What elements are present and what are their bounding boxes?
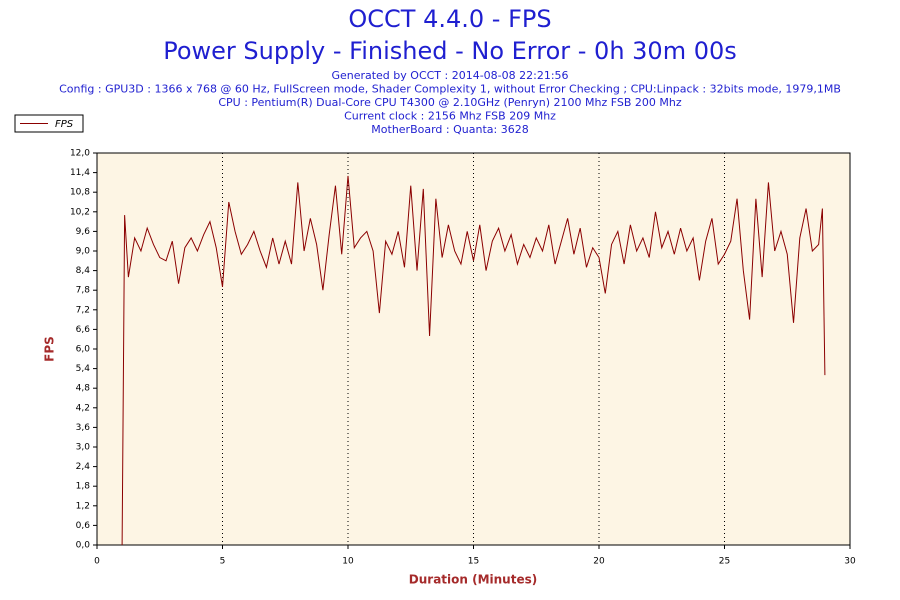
chart-title: OCCT 4.4.0 - FPS	[348, 5, 551, 33]
y-tick-label: 2,4	[76, 462, 91, 472]
y-tick-label: 10,2	[70, 207, 90, 217]
x-tick-label: 30	[844, 557, 856, 567]
y-tick-label: 6,6	[76, 325, 91, 335]
y-tick-label: 9,0	[76, 247, 91, 257]
y-axis-label: FPS	[43, 336, 57, 362]
plot-frame	[96, 152, 851, 546]
plot: 0 5 10 15 20 25 30 0,0 0,6 1,2 1,8 2,4 3,0 3,6 4,2 4,8 5…	[70, 149, 856, 567]
y-tick-label: 6,0	[76, 345, 91, 355]
info-lines: Generated by OCCT : 2014-08-08 22:21:56C…	[59, 69, 841, 136]
x-axis-label: Duration (Minutes)	[409, 573, 537, 587]
y-tick-label: 11,4	[70, 168, 90, 178]
y-tick-label: 4,8	[76, 384, 91, 394]
y-tick-label: 3,0	[76, 443, 91, 453]
y-tick-label: 3,6	[76, 423, 91, 433]
chart-subtitle: Power Supply - Finished - No Error - 0h …	[163, 37, 737, 65]
info-line: Generated by OCCT : 2014-08-08 22:21:56	[331, 69, 568, 82]
x-tick-label: 0	[94, 557, 100, 567]
y-tick-label: 1,2	[76, 501, 90, 511]
y-tick-label: 4,2	[76, 403, 90, 413]
info-line: CPU : Pentium(R) Dual-Core CPU T4300 @ 2…	[218, 96, 682, 109]
info-line: Current clock : 2156 Mhz FSB 209 Mhz	[344, 110, 556, 123]
x-tick-label: 5	[220, 557, 226, 567]
legend-box	[14, 114, 84, 133]
data-line	[121, 175, 826, 546]
legend-label: FPS	[55, 119, 74, 130]
y-tick-label: 10,8	[70, 188, 90, 198]
x-tick-label: 10	[342, 557, 354, 567]
y-tick-label: 5,4	[76, 364, 91, 374]
y-tick-label: 0,0	[76, 541, 91, 551]
info-line: MotherBoard : Quanta: 3628	[371, 123, 528, 136]
y-tick-label: 12,0	[70, 149, 90, 159]
y-tick-label: 1,8	[76, 482, 91, 492]
info-line: Config : GPU3D : 1366 x 768 @ 60 Hz, Ful…	[59, 83, 841, 96]
y-tick-label: 7,2	[76, 305, 90, 315]
y-tick-label: 7,8	[76, 286, 91, 296]
x-tick-label: 20	[593, 557, 605, 567]
x-tick-label: 15	[468, 557, 479, 567]
y-tick-label: 8,4	[76, 266, 91, 276]
y-tick-label: 9,6	[76, 227, 91, 237]
y-tick-label: 0,6	[76, 521, 91, 531]
x-tick-label: 25	[719, 557, 730, 567]
